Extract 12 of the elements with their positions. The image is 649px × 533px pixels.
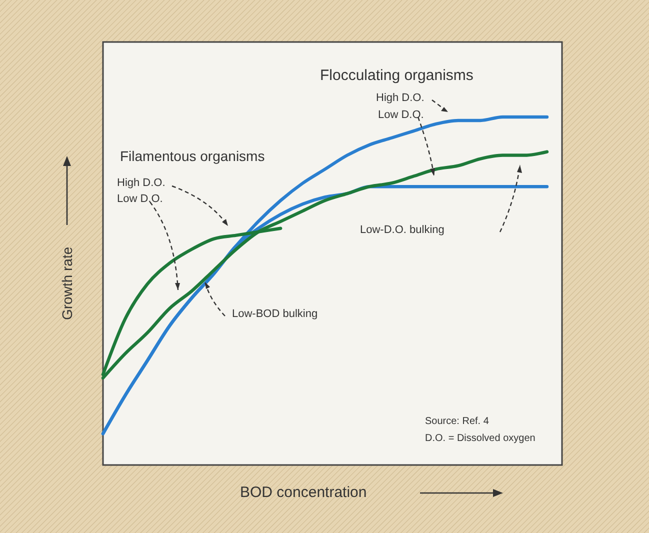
annotation: D.O. = Dissolved oxygen bbox=[425, 433, 536, 444]
y-axis-title: Growth rate bbox=[59, 246, 75, 320]
annotation: High D.O. bbox=[117, 177, 166, 189]
annotation: Filamentous organisms bbox=[120, 148, 265, 164]
x-axis-title: BOD concentration bbox=[240, 484, 367, 501]
annotation: Low D.O. bbox=[117, 193, 163, 205]
text: High D.O. bbox=[376, 92, 424, 104]
annotation: Low-D.O. bulking bbox=[360, 224, 444, 236]
annotation: Source: Ref. 4 bbox=[425, 416, 490, 427]
text: Flocculating organisms bbox=[320, 67, 474, 84]
annotation: Low D.O. bbox=[378, 109, 424, 121]
annotation: Low-BOD bulking bbox=[232, 308, 318, 320]
